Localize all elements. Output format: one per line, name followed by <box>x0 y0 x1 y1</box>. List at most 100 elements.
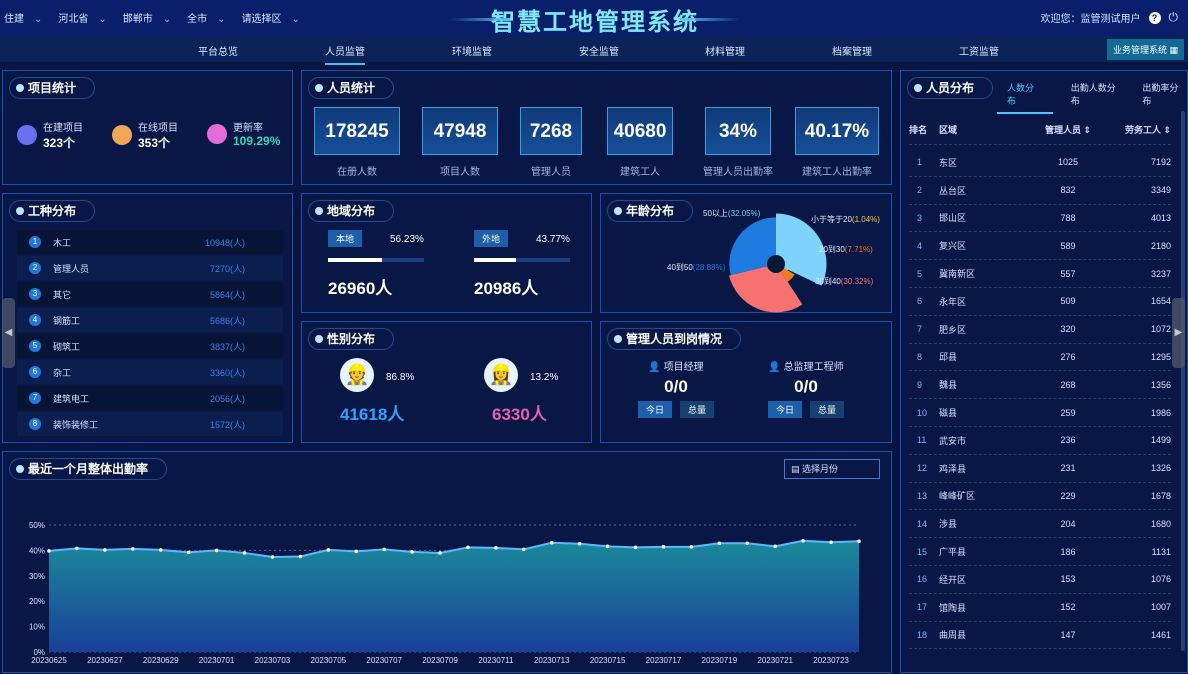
chevron-down-icon: ⌄ <box>162 14 172 25</box>
data-point <box>47 549 51 553</box>
region-cell: 磁县 <box>939 408 958 419</box>
rank-cell: 9 <box>917 379 923 390</box>
distribution-tabs: 人数分布 出勤人数分布 出勤率分布 <box>997 81 1187 114</box>
filter-dropdown[interactable]: 请选择区 ⌄ <box>242 10 300 25</box>
data-point <box>689 545 694 549</box>
age-label: 40到50(28.88%) <box>667 263 726 272</box>
region-cell: 冀南新区 <box>939 269 976 280</box>
nav-tab[interactable]: 人员监管 <box>325 43 365 65</box>
rank-cell: 12 <box>917 463 928 474</box>
nav-tab[interactable]: 材料管理 <box>705 47 745 58</box>
age-label: 30到40(30.32%) <box>815 277 874 286</box>
rank-cell: 14 <box>917 518 928 529</box>
column-header[interactable]: 管理人员 ⇕ <box>1044 125 1092 135</box>
age-label-pct: (1.04%) <box>852 215 880 224</box>
scrollbar[interactable] <box>1181 111 1185 651</box>
attendance-area-chart: 0% 10% 20% 30% 40% 50% 20230625 20230627 2023062… <box>29 521 861 665</box>
nav-tab[interactable]: 安全监管 <box>579 47 619 58</box>
y-tick-label: 20% <box>29 597 45 606</box>
female-worker-avatar: 👷‍♀️ <box>484 358 518 392</box>
y-tick-label: 50% <box>29 521 45 530</box>
work-type-name: 木工 <box>53 237 72 248</box>
supervisor-icon: 👤 <box>768 362 784 373</box>
region-cell: 经开区 <box>939 574 967 585</box>
total-button[interactable]: 总量 <box>810 401 845 418</box>
age-slice <box>776 213 827 286</box>
region-cell: 魏县 <box>939 380 958 391</box>
panel-title: 管理人员到岗情况 <box>607 328 742 350</box>
today-button[interactable]: 今日 <box>767 401 802 418</box>
rank-cell: 7 <box>917 324 923 335</box>
rank-cell: 15 <box>917 546 928 557</box>
biz-system-label: 业务管理系统 <box>1112 45 1167 55</box>
work-type-count: 3360(人) <box>209 367 245 378</box>
nav-tab[interactable]: 工资监管 <box>959 47 999 58</box>
rank-cell: 10 <box>917 407 928 418</box>
next-page-arrow[interactable]: ▶ <box>1172 298 1185 368</box>
data-point <box>438 551 442 555</box>
distribution-panel: 人员分布 人数分布 出勤人数分布 出勤率分布 排名 区域 管理人员 ⇕ 劳务工人 ⇕ 1 东区… <box>900 70 1188 673</box>
manager-count-cell: 509 <box>1060 296 1076 307</box>
panel-title: 工种分布 <box>9 200 96 222</box>
manager-buttons: 今日 总量 <box>751 401 861 418</box>
table-row: 2 丛台区 832 3349 <box>909 177 1171 205</box>
grid-icon: ▦ <box>1169 45 1178 55</box>
help-icon[interactable]: ? <box>1148 11 1161 24</box>
prev-page-arrow[interactable]: ◀ <box>2 298 15 368</box>
personnel-stats-panel: 人员统计 178245 在册人数 47948 项目人数 7268 管理人员 40680 建筑工… <box>301 70 892 185</box>
distribution-tab[interactable]: 人数分布 <box>997 81 1053 114</box>
work-type-count: 5686(人) <box>209 315 245 326</box>
x-tick-label: 20230625 <box>31 656 67 665</box>
local-tag: 本地 <box>328 230 363 247</box>
distribution-tab[interactable]: 出勤率分布 <box>1142 83 1179 106</box>
filter-dropdown[interactable]: 邯郸市 ⌄ <box>123 10 171 25</box>
local-value: 26960人 <box>328 279 393 298</box>
rank-cell: 1 <box>917 157 923 168</box>
rank-badge: 7 <box>29 392 41 404</box>
table-row: 1 东区 1025 7192 <box>909 149 1171 177</box>
region-cell: 永年区 <box>939 296 967 307</box>
rank-cell: 5 <box>917 268 923 279</box>
power-icon[interactable]: ⏻ <box>1168 10 1179 24</box>
list-item: 1 木工 10948(人) <box>17 230 283 254</box>
age-label-pct: (7.71%) <box>845 245 873 254</box>
manager-count-cell: 320 <box>1060 324 1076 335</box>
region-cell: 武安市 <box>939 435 967 446</box>
age-label-pct: (32.05%) <box>728 209 761 218</box>
filter-dropdown[interactable]: 全市 ⌄ <box>187 10 225 25</box>
today-button[interactable]: 今日 <box>637 401 672 418</box>
list-item: 8 装饰装修工 1572(人) <box>17 412 283 436</box>
stat-text: 在线项目 353个 <box>138 119 178 151</box>
filter-dropdown[interactable]: 住建 ⌄ <box>4 10 42 25</box>
manager-value: 0/0 <box>664 377 688 396</box>
column-header[interactable]: 劳务工人 ⇕ <box>1124 125 1171 135</box>
nav-tab[interactable]: 档案管理 <box>832 47 872 58</box>
manager-count-cell: 153 <box>1060 574 1076 585</box>
calendar-icon: ▤ <box>791 464 800 474</box>
list-item: 6 杂工 3360(人) <box>17 360 283 384</box>
data-point <box>577 541 582 546</box>
month-picker[interactable]: ▤ 选择月份 <box>784 459 880 479</box>
table-header: 排名 区域 管理人员 ⇕ 劳务工人 ⇕ <box>909 115 1171 145</box>
stat-text: 更新率 109.29% <box>233 119 280 148</box>
filter-dropdown[interactable]: 河北省 ⌄ <box>58 10 106 25</box>
age-label: 20到30(7.71%) <box>819 245 873 254</box>
y-tick-label: 30% <box>29 572 45 581</box>
nav-tab[interactable]: 平台总览 <box>198 47 238 58</box>
biz-system-button[interactable]: 业务管理系统 ▦ <box>1106 39 1184 60</box>
project-stat: 在线项目 353个 <box>112 119 178 151</box>
age-label-name: 30到40 <box>815 277 841 286</box>
data-point <box>717 541 722 546</box>
chevron-down-icon: ⌄ <box>98 14 107 25</box>
x-tick-label: 20230719 <box>702 656 738 665</box>
x-tick-label: 20230707 <box>366 656 402 665</box>
worker-count-cell: 1461 <box>1150 629 1171 640</box>
work-type-count: 2056(人) <box>209 393 245 404</box>
x-tick-label: 20230723 <box>813 656 849 665</box>
panel-title: 最近一个月整体出勤率 <box>9 458 168 480</box>
data-point <box>214 548 219 553</box>
nav-tab[interactable]: 环境监管 <box>452 47 492 58</box>
distribution-tab[interactable]: 出勤人数分布 <box>1070 83 1116 106</box>
filter-label: 请选择区 <box>241 14 282 25</box>
total-button[interactable]: 总量 <box>680 401 715 418</box>
